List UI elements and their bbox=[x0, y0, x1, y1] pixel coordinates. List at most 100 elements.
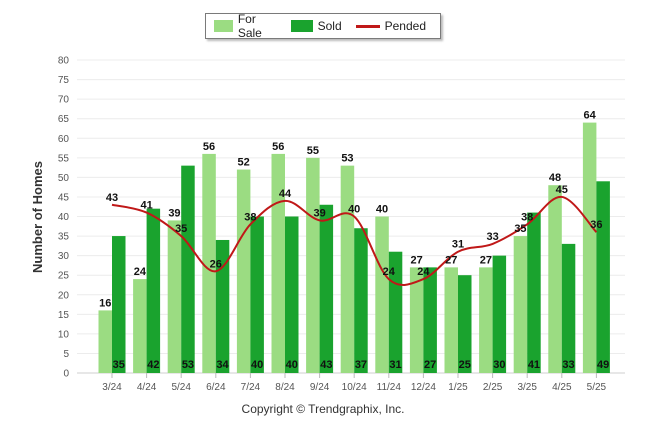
sold-bar bbox=[250, 216, 264, 373]
y-tick-label: 20 bbox=[58, 290, 70, 301]
x-tick-label: 6/24 bbox=[206, 382, 226, 393]
y-tick-label: 40 bbox=[58, 212, 70, 223]
for-sale-bar bbox=[340, 165, 355, 373]
pended-value-label: 45 bbox=[556, 184, 568, 196]
x-tick-label: 3/25 bbox=[517, 382, 537, 393]
for-sale-bar bbox=[271, 153, 285, 373]
sold-value-label: 31 bbox=[389, 359, 401, 371]
copyright-footer: Copyright © Trendgraphix, Inc. bbox=[241, 402, 405, 416]
sold-swatch-icon bbox=[290, 20, 313, 32]
x-tick-label: 2/25 bbox=[483, 382, 503, 393]
x-tick-label: 10/24 bbox=[342, 382, 367, 393]
for-sale-bar bbox=[444, 267, 458, 373]
pended-line-icon bbox=[355, 24, 380, 28]
sold-value-label: 27 bbox=[424, 359, 436, 371]
for-sale-bar bbox=[409, 267, 424, 373]
for-sale-value-label: 16 bbox=[99, 297, 111, 309]
x-tick-label: 8/24 bbox=[275, 382, 295, 393]
x-tick-label: 7/24 bbox=[241, 382, 261, 393]
y-tick-label: 75 bbox=[58, 75, 70, 86]
for-sale-value-label: 53 bbox=[341, 153, 353, 165]
for-sale-bar bbox=[306, 157, 320, 373]
for-sale-bar bbox=[513, 236, 528, 373]
y-tick-label: 25 bbox=[58, 271, 70, 282]
pended-value-label: 41 bbox=[140, 200, 152, 212]
for-sale-value-label: 55 bbox=[307, 145, 319, 157]
y-tick-label: 65 bbox=[58, 114, 70, 125]
legend-item-sold[interactable]: Sold bbox=[290, 19, 342, 33]
pended-series-line bbox=[111, 195, 598, 287]
for-sale-bar bbox=[375, 216, 389, 373]
for-sale-value-label: 24 bbox=[134, 266, 147, 278]
y-tick-label: 80 bbox=[58, 56, 70, 67]
for-sale-value-label: 27 bbox=[480, 254, 492, 266]
pended-value-label: 26 bbox=[210, 258, 222, 270]
sold-bar bbox=[319, 204, 334, 373]
for-sale-value-label: 27 bbox=[411, 254, 423, 266]
y-axis-ticks: 0 5 10 15 20 25 30 35 40 45 50 55 60 65 70 75 80 bbox=[58, 56, 70, 380]
x-tick-label: 9/24 bbox=[310, 382, 330, 393]
for-sale-bar bbox=[98, 310, 112, 373]
for-sale-value-label: 27 bbox=[445, 254, 457, 266]
legend-label-pended: Pended bbox=[384, 19, 426, 33]
pended-value-label: 43 bbox=[106, 192, 118, 204]
pended-value-label: 38 bbox=[244, 211, 256, 223]
sold-value-label: 33 bbox=[562, 359, 574, 371]
for-sale-bar bbox=[548, 185, 562, 373]
sold-bar bbox=[181, 165, 195, 373]
y-tick-label: 60 bbox=[58, 134, 70, 145]
pended-value-label: 38 bbox=[521, 211, 533, 223]
legend: For Sale Sold Pended bbox=[205, 12, 441, 40]
sold-value-label: 41 bbox=[528, 359, 540, 371]
sold-value-label: 42 bbox=[147, 359, 159, 371]
sold-value-label: 43 bbox=[320, 359, 332, 371]
pended-line bbox=[111, 195, 598, 287]
x-tick-label: 5/24 bbox=[171, 382, 191, 393]
sold-bar bbox=[146, 208, 161, 373]
sold-bar bbox=[492, 255, 507, 373]
sold-value-label: 34 bbox=[216, 359, 229, 371]
for-sale-value-label: 40 bbox=[376, 204, 388, 216]
pended-value-label: 31 bbox=[452, 239, 464, 251]
y-tick-label: 15 bbox=[58, 310, 70, 321]
for-sale-bar bbox=[167, 220, 182, 373]
for-sale-value-label: 52 bbox=[238, 157, 250, 169]
x-tick-label: 5/25 bbox=[587, 382, 607, 393]
pended-value-label: 40 bbox=[348, 204, 360, 216]
pended-value-label: 24 bbox=[417, 266, 430, 278]
for-sale-value-label: 35 bbox=[514, 223, 526, 235]
x-tick-label: 12/24 bbox=[411, 382, 436, 393]
data-labels: 16 35 24 42 39 53 56 34 52 40 56 40 55 43 53 37 40 31 27 27… bbox=[99, 110, 609, 371]
legend-item-pended[interactable]: Pended bbox=[355, 19, 426, 33]
sold-value-label: 25 bbox=[459, 359, 471, 371]
for-sale-value-label: 39 bbox=[168, 207, 180, 219]
pended-value-label: 39 bbox=[313, 207, 325, 219]
for-sale-bar bbox=[479, 267, 493, 373]
legend-item-for-sale[interactable]: For Sale bbox=[214, 12, 277, 40]
x-tick-label: 11/24 bbox=[377, 382, 402, 393]
for-sale-bar bbox=[582, 122, 597, 373]
for-sale-bar bbox=[202, 153, 216, 373]
for-sale-value-label: 64 bbox=[584, 110, 597, 122]
y-tick-label: 0 bbox=[63, 369, 69, 380]
y-tick-label: 5 bbox=[63, 349, 69, 360]
sold-value-label: 37 bbox=[355, 359, 367, 371]
for-sale-swatch-icon bbox=[214, 20, 233, 32]
y-tick-label: 55 bbox=[58, 153, 70, 164]
for-sale-value-label: 56 bbox=[203, 141, 215, 153]
sold-value-label: 53 bbox=[182, 359, 194, 371]
sold-bar bbox=[596, 181, 610, 373]
sold-bar bbox=[112, 236, 126, 373]
sold-bar bbox=[458, 275, 472, 373]
sold-bar bbox=[561, 243, 576, 373]
y-tick-label: 10 bbox=[58, 329, 70, 340]
sold-bar bbox=[527, 212, 541, 373]
x-tick-label: 3/24 bbox=[102, 382, 122, 393]
x-tick-label: 4/25 bbox=[552, 382, 572, 393]
pended-value-label: 24 bbox=[383, 266, 396, 278]
pended-value-label: 44 bbox=[279, 188, 292, 200]
sold-bar bbox=[354, 228, 368, 373]
y-axis-label: Number of Homes bbox=[30, 161, 45, 273]
sold-value-label: 30 bbox=[493, 359, 505, 371]
